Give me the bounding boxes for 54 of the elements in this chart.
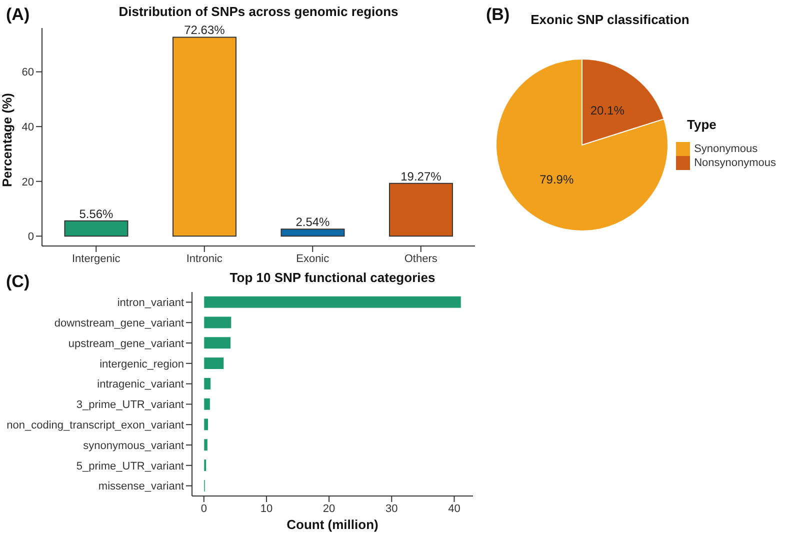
bar (204, 377, 212, 390)
bar (204, 336, 232, 350)
y-tick-label: upstream_gene_variant (68, 338, 184, 350)
x-tick-label: Intronic (186, 252, 223, 265)
pie-slice (496, 58, 668, 232)
y-tick-label: non_coding_transcript_exon_variant (6, 420, 184, 432)
bar (204, 316, 232, 329)
data-label: 2.54% (296, 215, 330, 230)
bar (204, 357, 224, 370)
bar (172, 36, 236, 237)
y-tick-label: 5_prime_UTR_variant (76, 460, 184, 472)
data-label: 5.56% (79, 206, 114, 221)
bar (204, 418, 209, 431)
bar (388, 182, 453, 237)
text: (A) (6, 5, 30, 25)
legend-label: Synonymous (694, 142, 758, 155)
bar (280, 228, 345, 237)
y-tick-label: 20 (22, 176, 34, 188)
x-tick-label: 30 (386, 502, 398, 515)
legend-label: Nonsynonymous (694, 156, 776, 169)
x-tick-label: 20 (322, 502, 336, 515)
bar (204, 438, 208, 452)
x-tick-label: Intergenic (72, 252, 121, 265)
x-tick-label: Others (404, 252, 438, 265)
x-axis-title: Count (million) (286, 517, 378, 532)
text: (B) (486, 5, 510, 25)
y-tick-label: synonymous_variant (83, 440, 184, 452)
y-tick-label: missense_variant (98, 480, 184, 493)
y-tick-label: intragenic_variant (97, 378, 184, 391)
legend-title: Type (687, 117, 716, 132)
data-label: 20.1% (590, 103, 625, 118)
data-label: 19.27% (400, 169, 442, 184)
y-tick-label: 60 (22, 66, 34, 79)
y-tick-label: downstream_gene_variant (54, 318, 184, 330)
x-tick-label: 10 (260, 502, 273, 515)
data-label: 79.9% (540, 172, 574, 187)
y-tick-label: intergenic_region (100, 358, 184, 370)
y-tick-label: 40 (22, 122, 34, 134)
chart-title: Top 10 SNP functional categories (228, 270, 436, 285)
y-tick-label: intron_variant (117, 297, 184, 310)
chart-title: Exonic SNP classification (530, 12, 690, 27)
chart-title: Distribution of SNPs across genomic regions (118, 4, 400, 19)
x-tick-label: 0 (200, 502, 207, 515)
text: (C) (6, 272, 30, 292)
bar (204, 296, 462, 308)
bar (204, 398, 210, 410)
x-tick-label: 40 (448, 502, 460, 515)
x-tick-label: Exonic (296, 252, 330, 265)
y-tick-label: 3_prime_UTR_variant (76, 399, 184, 412)
y-axis-title: Percentage (%) (0, 93, 15, 187)
bar (64, 220, 128, 237)
y-tick-label: 0 (28, 231, 34, 244)
bar (204, 459, 207, 472)
data-label: 72.63% (184, 23, 226, 38)
